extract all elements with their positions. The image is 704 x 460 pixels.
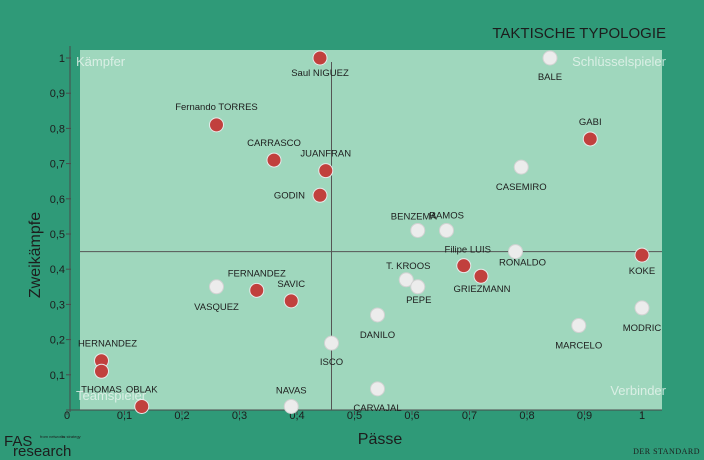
logo-tagline-1: from networks (40, 434, 65, 439)
player-label: DANILO (360, 330, 395, 341)
y-tick-label: 1 (59, 53, 65, 65)
fas-research-logo: FAS from networks to strategy research (4, 433, 81, 460)
player-label: RAMOS (429, 210, 464, 221)
y-tick-label: 0,4 (50, 264, 65, 276)
x-tick-label: 0,1 (117, 410, 132, 422)
x-tick-label: 0,2 (174, 410, 189, 422)
point-labels: Saul NIGUEZ BALE Fernando TORRES GABI CARRAS… (78, 68, 661, 414)
player-label: CARRASCO (247, 138, 301, 149)
quadrant-bottom-right: Verbinder (610, 383, 666, 398)
player-point (209, 117, 224, 133)
player-point (542, 50, 558, 66)
player-label: ISCO (320, 357, 343, 368)
player-label: JUANFRAN (300, 149, 351, 160)
x-tick-label: 0,8 (519, 410, 534, 422)
y-tick-label: 0,5 (50, 229, 65, 241)
player-label: Saul NIGUEZ (291, 68, 349, 79)
player-point (324, 335, 339, 351)
player-point (209, 279, 224, 295)
y-tick-label: 0,8 (50, 123, 65, 135)
x-tick-label: 0,5 (347, 410, 362, 422)
player-point (508, 244, 523, 260)
player-label: VASQUEZ (194, 302, 239, 313)
player-point (398, 272, 414, 288)
player-point (634, 300, 650, 316)
player-point (283, 293, 299, 309)
y-tick-label: 0,3 (50, 299, 65, 311)
player-point (283, 398, 299, 414)
player-label: Fernando TORRES (175, 102, 258, 113)
player-point (94, 363, 109, 379)
quadrant-labels: Kämpfer Schlüsselspieler Teamspieler Ver… (76, 54, 667, 403)
player-point (456, 258, 472, 274)
player-point (439, 222, 454, 238)
quadrant-top-right: Schlüsselspieler (572, 54, 667, 69)
player-point (473, 268, 489, 284)
y-tick-label: 0,2 (50, 335, 65, 347)
x-tick-label: 0 (64, 410, 70, 422)
player-point (266, 152, 282, 168)
player-point (571, 318, 587, 334)
logo-tagline-2: to strategy (62, 434, 81, 439)
player-label: HERNANDEZ (78, 339, 137, 350)
player-point (134, 398, 150, 414)
logo-research: research (13, 443, 71, 460)
player-label: KOKE (629, 266, 655, 277)
x-axis-label: Pässe (358, 431, 403, 448)
data-points (94, 50, 650, 414)
player-point (513, 159, 529, 175)
y-tick-label: 0,6 (50, 194, 65, 206)
y-tick-label: 0,1 (50, 370, 65, 382)
player-label: OBLAK (126, 384, 158, 395)
plot-area (80, 50, 662, 410)
player-point (582, 131, 598, 147)
player-point (312, 50, 328, 66)
quadrant-bottom-left: Teamspieler (76, 388, 147, 403)
player-point (370, 307, 385, 323)
player-label: BALE (538, 72, 562, 83)
player-label: CASEMIRO (496, 182, 547, 193)
y-axis-label: Zweikämpfe (27, 212, 44, 298)
y-tick-label: 0,7 (50, 159, 65, 171)
player-label: MODRIC (623, 323, 662, 334)
player-point (410, 279, 426, 295)
player-label: Filipe LUIS (445, 245, 491, 256)
player-point (410, 222, 426, 238)
player-point (634, 247, 650, 263)
player-label: T. KROOS (386, 261, 430, 272)
player-label: SAVIC (277, 279, 305, 290)
x-tick-label: 0,3 (232, 410, 247, 422)
chart-title: TAKTISCHE TYPOLOGIE (492, 25, 666, 42)
x-tick-label: 0,9 (577, 410, 592, 422)
player-label: MARCELO (555, 341, 602, 352)
player-label: BENZEMA (391, 211, 438, 222)
player-label: THOMAS (81, 384, 122, 395)
player-label: NAVAS (276, 385, 307, 396)
player-label: FERNANDEZ (228, 268, 286, 279)
player-label: GABI (579, 117, 602, 128)
x-tick-label: 0,6 (404, 410, 419, 422)
player-point (312, 187, 328, 203)
player-point (249, 282, 265, 298)
der-standard-logo: DER STANDARD (633, 447, 700, 456)
quadrant-dividers (80, 62, 662, 410)
player-label: GRIEZMANN (454, 284, 511, 295)
quadrant-top-left: Kämpfer (76, 54, 126, 69)
player-point (318, 163, 334, 179)
logo-fas: FAS (4, 433, 32, 450)
player-label: PEPE (406, 295, 431, 306)
player-label: RONALDO (499, 258, 546, 269)
y-tick-label: 0,9 (50, 88, 65, 100)
player-label: CARVAJAL (353, 403, 401, 414)
x-tick-label: 0,7 (462, 410, 477, 422)
player-label: GODIN (274, 190, 305, 201)
x-tick-label: 1 (639, 410, 645, 422)
player-point (370, 381, 385, 397)
